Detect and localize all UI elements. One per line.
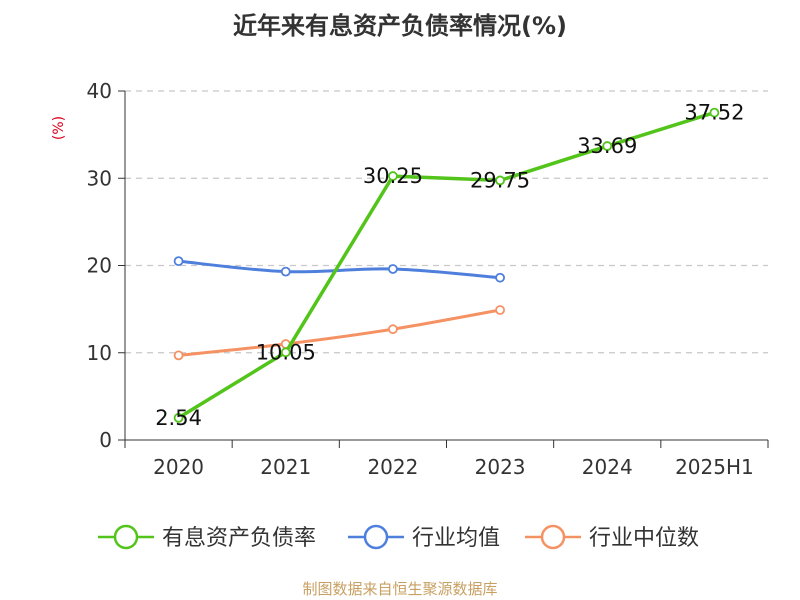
y-tick-label: 0 — [99, 428, 112, 452]
chart-title: 近年来有息资产负债率情况(%) — [233, 12, 567, 40]
data-point — [388, 171, 398, 181]
series-industry-mean — [173, 256, 505, 283]
data-label: 37.52 — [684, 101, 744, 125]
legend-marker — [363, 524, 389, 550]
legend-label: 行业中位数 — [589, 526, 699, 551]
series-line — [177, 259, 502, 280]
legend: 有息资产负债率 行业均值 行业中位数 — [98, 524, 699, 551]
data-point — [388, 324, 398, 335]
data-point — [495, 272, 505, 283]
data-point — [280, 347, 291, 358]
y-axis-label: (%) — [51, 116, 67, 140]
axes: 0 10 20 30 40 2020 2021 2022 2023 2024 2025H1 — [87, 79, 769, 479]
gridlines — [125, 90, 768, 354]
data-point — [173, 256, 184, 267]
x-tick-label: 2025H1 — [675, 455, 754, 479]
data-label: 30.25 — [363, 164, 423, 188]
data-label: 10.05 — [256, 340, 316, 364]
legend-label: 有息资产负债率 — [162, 526, 316, 551]
series-line — [177, 308, 502, 357]
y-tick-label: 20 — [87, 254, 112, 278]
x-tick-label: 2020 — [153, 455, 204, 479]
data-point — [709, 107, 720, 118]
data-point — [495, 175, 505, 186]
data-point — [280, 266, 291, 277]
legend-item: 行业中位数 — [525, 524, 699, 551]
y-tick-label: 30 — [87, 166, 112, 190]
data-labels: 2.54 10.05 30.25 29.75 33.69 37.52 — [155, 101, 744, 430]
data-point — [495, 305, 505, 315]
y-tick-label: 40 — [87, 79, 112, 103]
data-label: 2.54 — [155, 406, 202, 430]
x-tick-label: 2023 — [475, 455, 526, 479]
legend-label: 行业均值 — [412, 526, 500, 551]
data-label: 29.75 — [470, 168, 530, 192]
x-tick-label: 2022 — [367, 455, 418, 479]
legend-item: 有息资产负债率 — [98, 524, 316, 551]
x-tick-label: 2024 — [582, 455, 633, 479]
data-point — [602, 141, 613, 151]
data-point — [388, 264, 398, 274]
legend-marker — [113, 524, 139, 550]
y-tick-label: 10 — [87, 341, 112, 365]
data-point — [173, 350, 184, 361]
legend-item: 行业均值 — [348, 524, 500, 551]
series-line — [176, 110, 717, 420]
data-label: 33.69 — [577, 134, 637, 158]
source-note: 制图数据来自恒生聚源数据库 — [302, 580, 497, 598]
x-tick-label: 2021 — [260, 455, 311, 479]
series-industry-median — [173, 305, 505, 361]
data-point — [173, 412, 184, 423]
series-main — [173, 107, 720, 423]
legend-marker — [540, 524, 566, 550]
series-layer — [173, 107, 720, 423]
